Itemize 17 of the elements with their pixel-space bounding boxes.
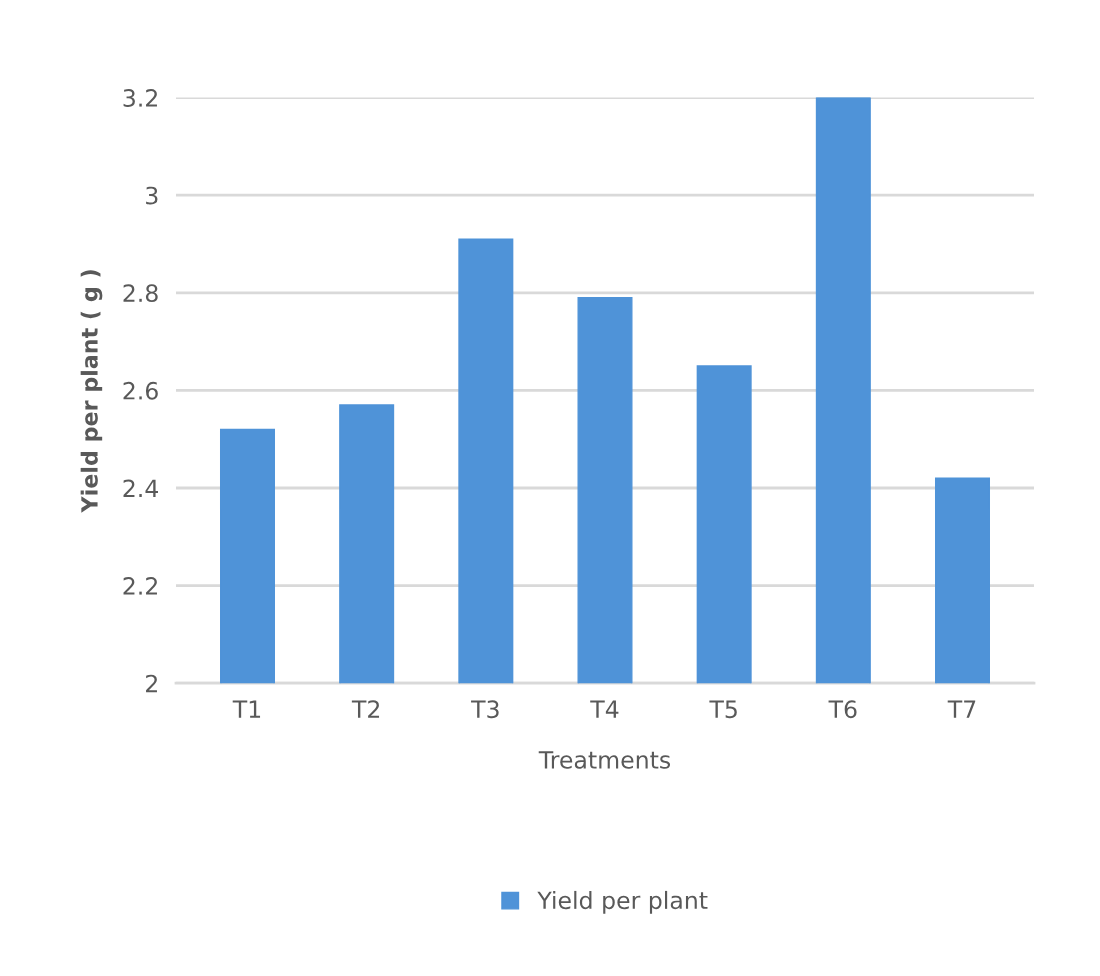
x-tick-label: T5	[709, 700, 737, 719]
x-tick-label: T6	[828, 700, 857, 719]
y-tick-label: 2.8	[123, 284, 158, 303]
y-tick-label: 2.6	[123, 381, 158, 400]
y-tick-label: 2.4	[123, 479, 159, 497]
x-tick-label: T1	[232, 700, 261, 718]
x-tick-label: T2	[351, 700, 380, 718]
x-tick-label: T3	[471, 700, 499, 719]
y-tick-label: 2.2	[123, 577, 157, 595]
x-axis-title: Treatments	[538, 751, 671, 769]
y-tick-label: 3	[146, 186, 158, 205]
y-tick-label: 3.2	[123, 89, 157, 107]
y-axis-title: Yield per plant ( g )	[80, 270, 103, 513]
x-tick-label: T7	[947, 700, 976, 718]
legend-label: Yield per plant	[537, 890, 708, 914]
x-tick-label: T4	[590, 700, 619, 718]
y-tick-label: 2	[146, 674, 157, 693]
